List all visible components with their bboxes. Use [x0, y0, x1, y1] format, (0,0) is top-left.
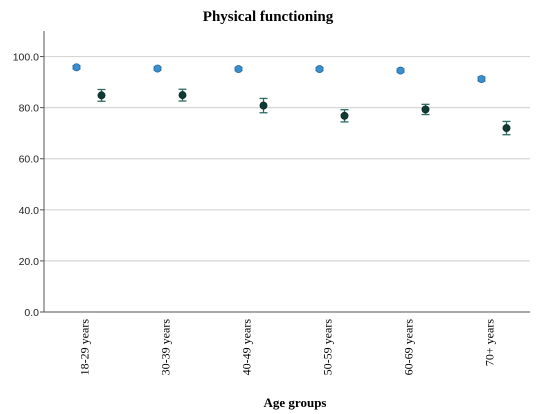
grid-lines	[44, 55, 530, 262]
y-tick-labels: 0.0 20.0 40.0 60.0 80.0 100.0	[13, 52, 39, 319]
data-point	[178, 91, 187, 100]
data-point	[259, 101, 268, 110]
data-point	[502, 124, 511, 133]
x-tick-label: 60-69 years	[402, 319, 416, 376]
x-tick-label: 50-59 years	[321, 319, 335, 376]
y-tick-label: 80.0	[19, 103, 40, 115]
y-tick-label: 100.0	[13, 52, 39, 64]
data-point	[315, 65, 324, 74]
data-point	[97, 91, 106, 100]
x-tick-label: 70+ years	[483, 319, 497, 366]
data-point	[340, 111, 349, 120]
axes	[40, 31, 530, 313]
data-point	[72, 63, 81, 72]
y-tick-label: 60.0	[19, 154, 40, 166]
data-points	[72, 63, 511, 136]
x-axis-label: Age groups	[264, 395, 327, 410]
y-tick-label: 40.0	[19, 205, 40, 217]
y-tick-label: 20.0	[19, 256, 40, 268]
x-tick-label: 30-39 years	[159, 319, 173, 376]
x-tick-labels: 18-29 years 30-39 years 40-49 years 50-59 y…	[78, 319, 497, 376]
x-tick-label: 18-29 years	[78, 319, 92, 376]
data-point	[421, 105, 430, 114]
chart-title: Physical functioning	[203, 9, 334, 25]
data-point	[234, 65, 243, 74]
data-point	[477, 75, 486, 83]
x-tick-label: 40-49 years	[240, 319, 254, 376]
y-tick-label: 0.0	[24, 307, 39, 319]
data-point	[396, 66, 405, 75]
data-point	[153, 64, 162, 73]
